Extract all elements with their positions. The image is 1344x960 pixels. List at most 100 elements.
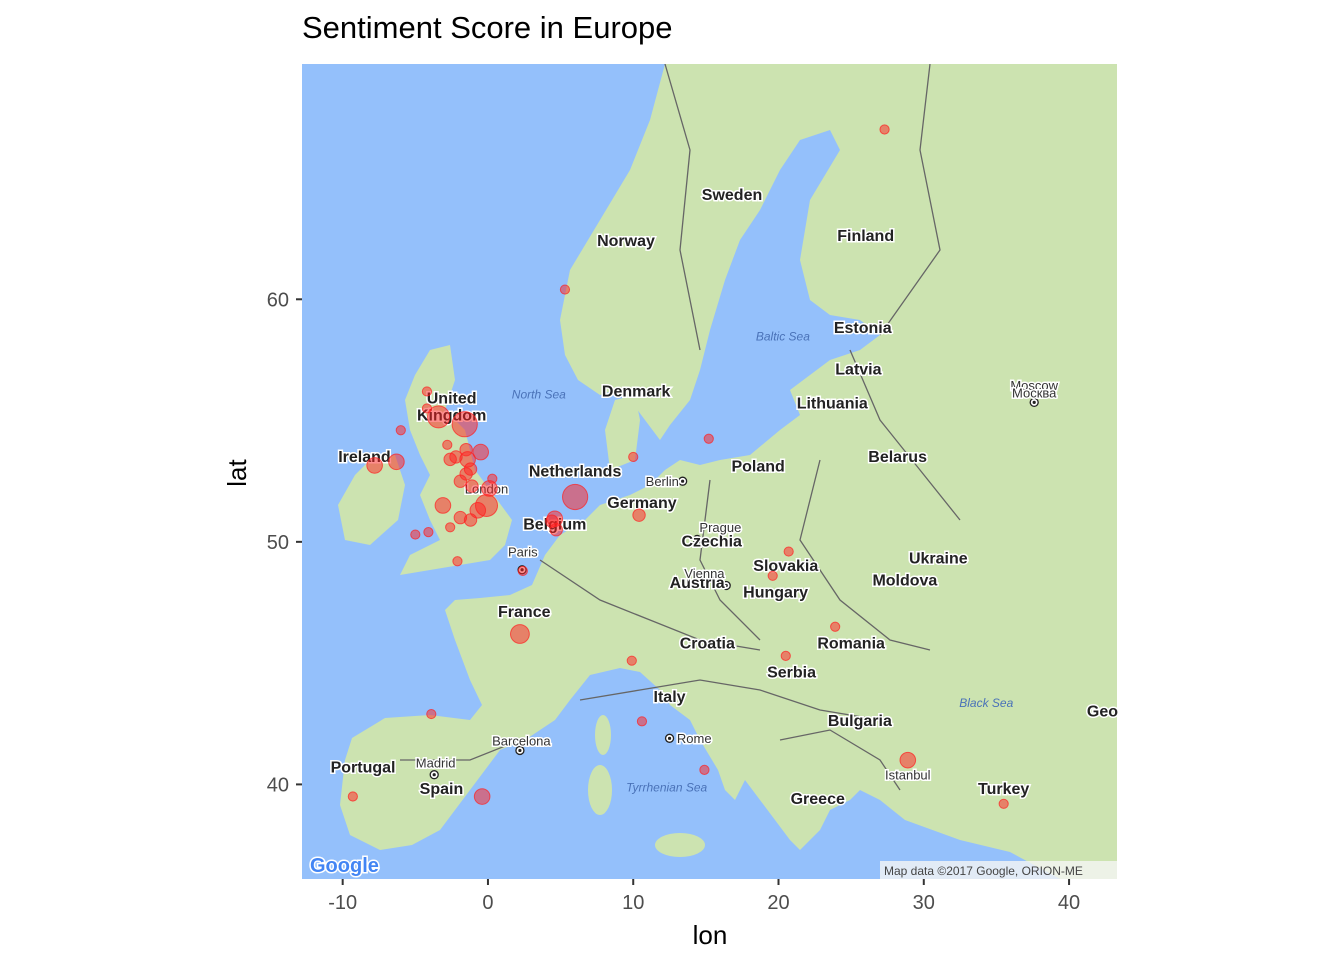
y-axis: 40 50 60 [267,289,302,796]
country-label: Austria [670,575,725,592]
country-label: France [498,604,551,621]
data-point [783,546,794,557]
data-point [830,621,841,632]
data-point [780,650,791,661]
capital-marker [664,733,675,743]
land-ireland [338,455,405,545]
data-point [628,451,639,463]
data-point [442,439,453,450]
data-point [632,508,646,522]
sentiment-points [347,124,1009,809]
land-mainland [340,64,1117,879]
data-point [481,480,498,497]
google-logo-text: Google [310,855,379,877]
country-label: Netherlands [529,463,622,480]
country-borders [400,64,961,791]
y-tick-label: 40 [267,774,289,796]
data-point [395,425,406,436]
data-point [472,443,489,461]
data-point [347,791,358,802]
map-attribution: Map data ©2017 Google, ORION-ME [880,861,1117,879]
data-point [463,513,478,527]
country-label: Ireland [338,449,390,466]
city-label: Istanbul [885,768,931,783]
country-label: Estonia [834,320,892,337]
data-point [388,453,405,471]
country-label: Finland [837,228,894,245]
country-label: Italy [654,689,686,706]
country-label: Lithuania [797,395,868,412]
data-point [998,798,1009,809]
data-point [443,452,457,467]
plot-title: Sentiment Score in Europe [302,10,673,45]
data-point [445,522,456,533]
data-point [465,479,479,493]
data-point [703,433,714,444]
x-tick-label: 40 [1058,892,1080,914]
country-label: United [427,391,477,408]
city-label: Moscow [1010,378,1058,393]
data-point [767,570,778,581]
country-label: Germany [607,495,676,512]
city-label: Paris [508,544,538,559]
map-panel[interactable] [302,64,1117,879]
city-label: Москва [1012,386,1057,401]
x-axis-title: lon [692,920,728,950]
country-label: Bulgaria [828,713,892,730]
sea-label: Tyrrhenian Sea [626,781,707,795]
data-point [451,411,478,438]
city-label: Barcelona [492,734,551,749]
google-logo: Google [309,854,381,879]
country-label: Poland [731,459,784,476]
x-tick-label: 20 [767,892,789,914]
data-point [452,556,463,567]
data-point [453,474,468,488]
sea-label: Black Sea [959,696,1013,710]
capital-marker [429,770,439,780]
country-label: Czechia [681,534,742,551]
sea-label: North Sea [512,388,566,402]
x-tick-label: -10 [328,892,357,914]
capital-marker [721,580,731,591]
country-label: Turkey [978,781,1029,798]
data-point [899,751,917,769]
x-tick-label: 10 [622,892,644,914]
data-point [473,788,491,805]
data-point [879,124,890,135]
city-label: Madrid [416,755,456,770]
x-tick-label: 0 [482,892,493,914]
city-label: Prague [699,520,741,535]
country-label: Geo [1087,703,1118,720]
land-denmark [605,395,640,470]
land-sicily [655,833,705,857]
country-label: Romania [817,636,885,653]
data-point [699,764,710,775]
data-point [366,457,383,474]
data-point [427,405,451,429]
capital-marker [677,476,688,486]
country-label: Norway [597,233,655,250]
data-point [636,716,648,727]
data-point [626,655,637,666]
basemap-labels: Sweden Norway Finland Estonia Latvia Lithuani… [329,185,1120,809]
y-tick-label: 50 [267,532,289,554]
country-label: Portugal [331,759,396,776]
data-point [510,624,530,644]
country-label: Serbia [767,665,816,682]
data-point [423,527,434,538]
country-label: Moldova [872,573,937,590]
data-point [517,565,528,577]
country-label: Hungary [743,585,808,602]
city-label: Vienna [684,566,725,581]
capital-marker [1029,397,1039,408]
data-point [559,284,571,295]
sea-label: Baltic Sea [756,330,810,344]
city-label: Berlin [646,474,679,489]
country-label: Ukraine [909,551,968,568]
attribution-text: Map data ©2017 Google, ORION-ME [884,864,1083,878]
data-point [434,497,452,514]
country-label: Sweden [702,187,762,204]
country-label: Croatia [680,636,735,653]
capital-marker [692,534,702,545]
